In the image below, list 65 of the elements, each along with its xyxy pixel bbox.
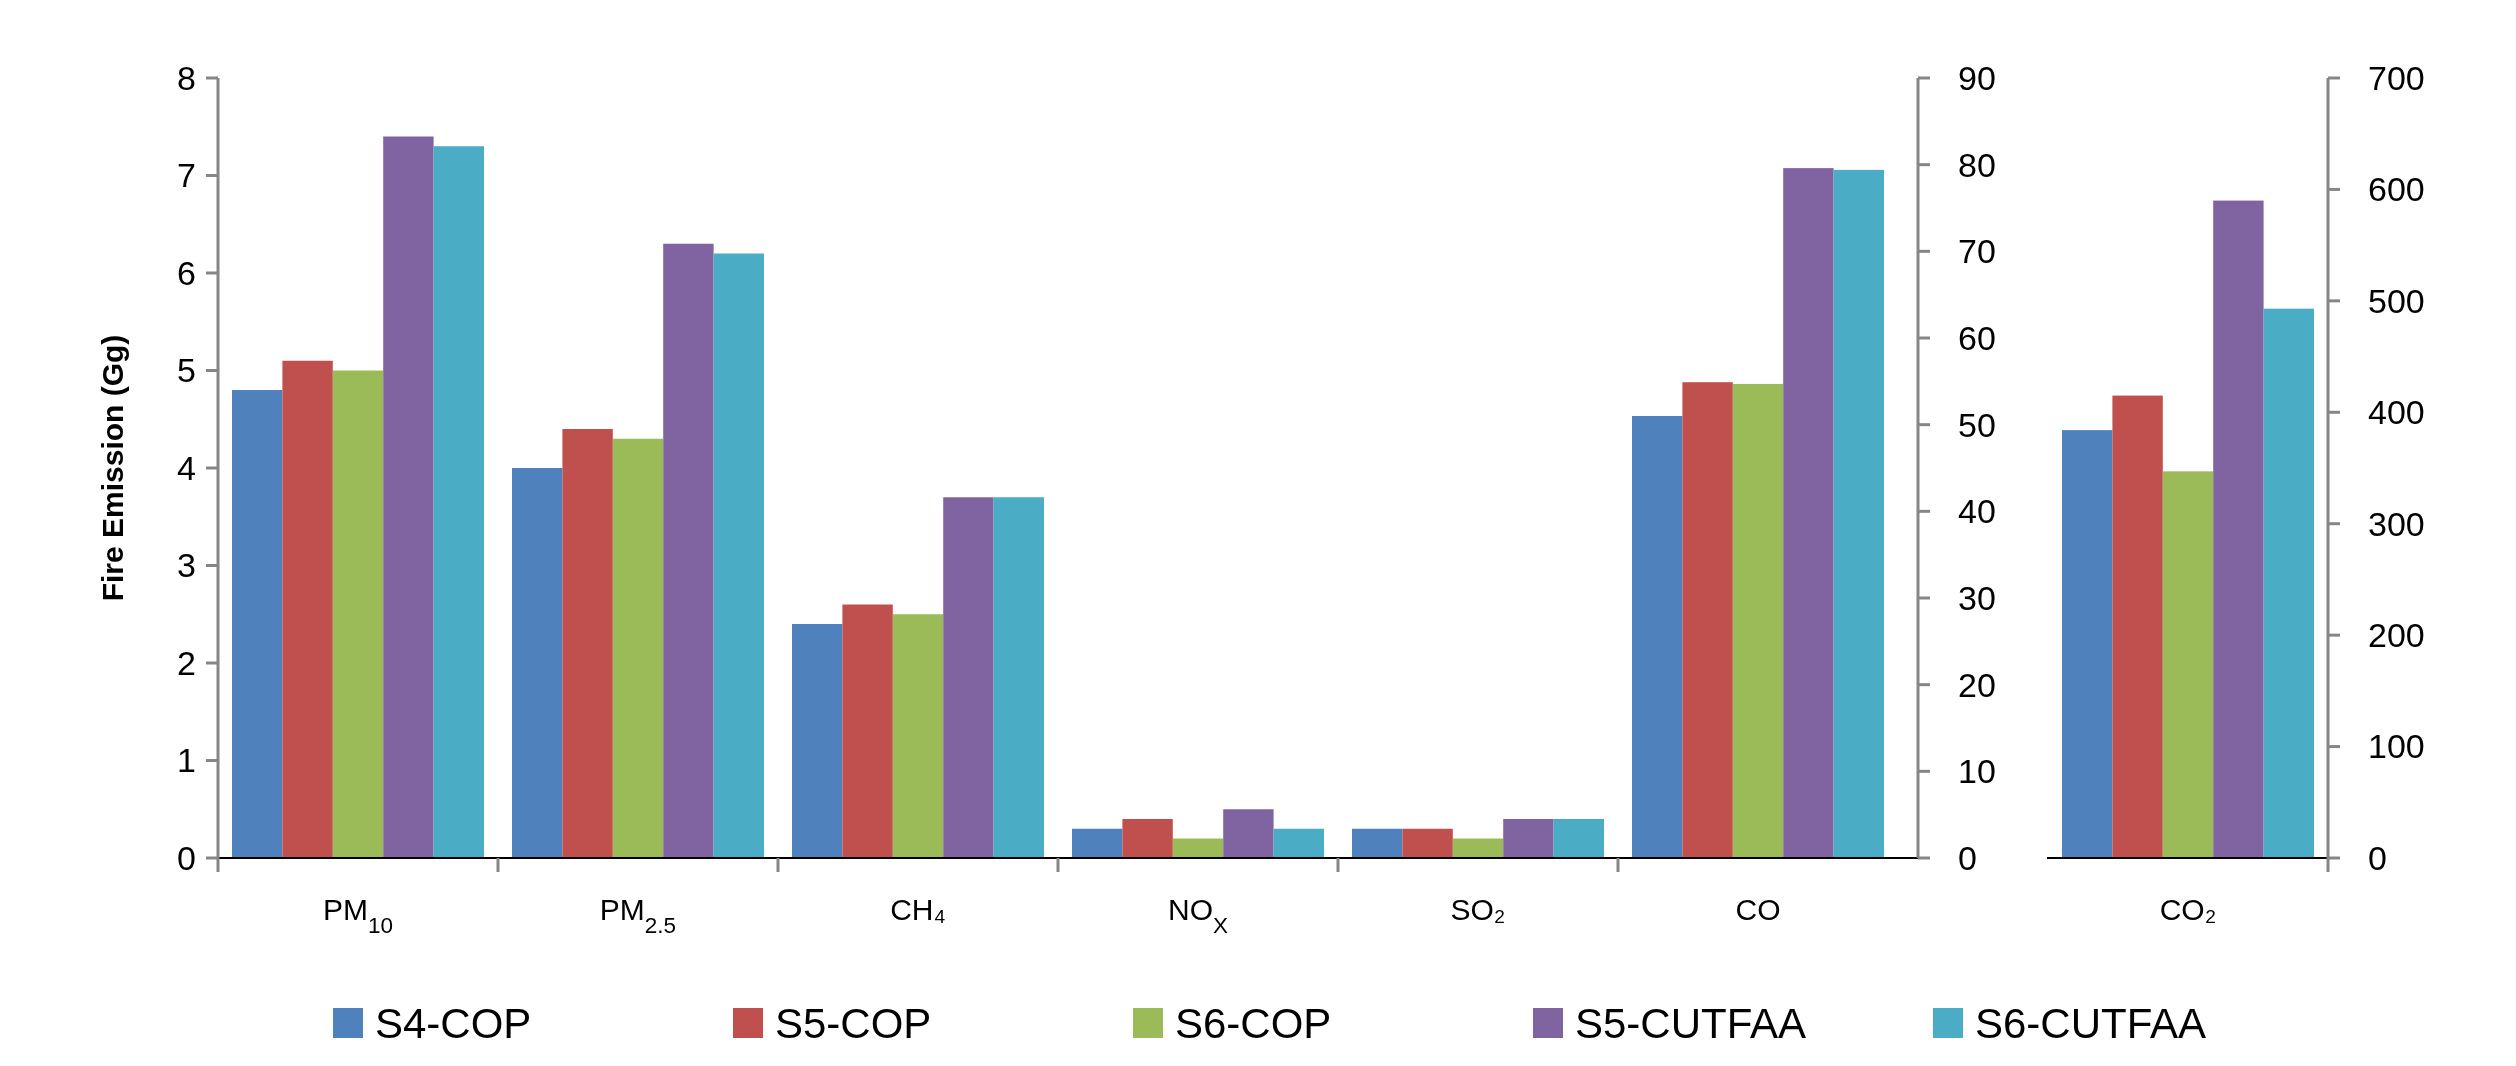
bar [383, 136, 434, 858]
bar [512, 468, 563, 858]
y-tick-label: 5 [177, 351, 196, 390]
y3-tick-label: 100 [2368, 727, 2425, 766]
bar [993, 497, 1044, 858]
x-tick-label: CO₂ [2159, 893, 2217, 926]
y-tick-label: 7 [177, 156, 196, 195]
y3-tick-label: 500 [2368, 281, 2425, 320]
y-tick-label: 2 [177, 643, 196, 682]
y-tick-label: 1 [177, 741, 196, 780]
y-tick-label: 8 [177, 58, 196, 97]
y2-tick-label: 20 [1958, 665, 1996, 704]
bar [1122, 819, 1173, 858]
bar [663, 243, 714, 858]
bar [1273, 828, 1324, 858]
bar [842, 604, 893, 858]
bar [562, 429, 613, 858]
bar [1072, 828, 1123, 858]
bar [1352, 828, 1403, 858]
y2-tick-label: 10 [1958, 752, 1996, 791]
x-tick-label: PM$_{10}$ [322, 893, 394, 938]
y3-tick-label: 300 [2368, 504, 2425, 543]
x-tick-label: CO [1735, 893, 1781, 926]
x-tick-label: CH₄ [890, 893, 946, 926]
y-tick-label: 6 [177, 253, 196, 292]
legend-label: S5-CUTFAA [1575, 999, 1807, 1047]
y-tick-label: 3 [177, 546, 196, 585]
y3-tick-label: 0 [2368, 838, 2387, 877]
y2-tick-label: 90 [1958, 58, 1996, 97]
y-tick-label: 4 [177, 448, 196, 487]
bar [892, 614, 944, 858]
bar [433, 146, 484, 858]
y2-tick-label: 50 [1958, 405, 1996, 444]
legend-label: S6-COP [1175, 999, 1332, 1047]
bar [713, 253, 764, 858]
y3-tick-label: 200 [2368, 616, 2425, 655]
bar [232, 390, 283, 858]
y2-tick-label: 30 [1958, 578, 1996, 617]
y2-tick-label: 80 [1958, 145, 1996, 184]
y2-tick-label: 60 [1958, 318, 1996, 357]
legend-label: S4-COP [375, 999, 532, 1047]
y2-tick-label: 0 [1958, 838, 1977, 877]
y3-tick-label: 700 [2368, 58, 2425, 97]
x-tick-label: PM$_{2.5}$ [599, 893, 677, 938]
y-tick-label: 0 [177, 838, 196, 877]
bar [1503, 819, 1554, 858]
y2-tick-label: 70 [1958, 232, 1996, 271]
legend-label: S6-CUTFAA [1975, 999, 2207, 1047]
y2-tick-label: 40 [1958, 492, 1996, 531]
bar [282, 360, 333, 858]
y3-tick-label: 400 [2368, 393, 2425, 432]
y3-tick-label: 600 [2368, 170, 2425, 209]
y-axis-title: Fire Emission (Gg) [96, 334, 129, 602]
bar [792, 624, 843, 858]
x-tick-label: SO₂ [1450, 893, 1506, 926]
bar [332, 370, 384, 858]
bar [1402, 828, 1453, 858]
bar [1172, 838, 1224, 858]
bar [943, 497, 994, 858]
bar [1223, 809, 1274, 858]
bar [1553, 819, 1604, 858]
bar [1452, 838, 1504, 858]
legend-label: S5-COP [775, 999, 932, 1047]
x-tick-label: NO$_{X}$ [1167, 893, 1229, 938]
bar [612, 438, 664, 858]
